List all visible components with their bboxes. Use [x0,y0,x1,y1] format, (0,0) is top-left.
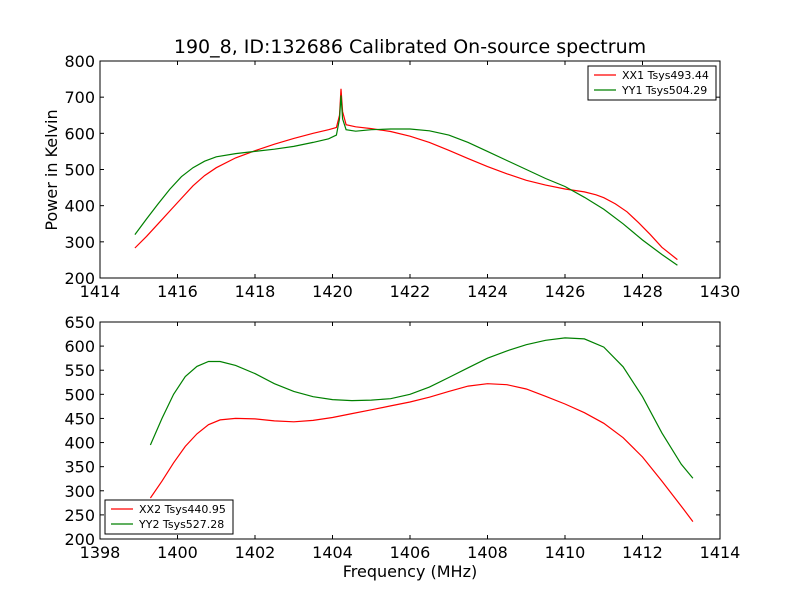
x-tick-label: 1418 [235,282,276,301]
legend-entry: XX2 Tsys440.95 [139,503,226,516]
legend-entry: YY2 Tsys527.28 [138,518,224,531]
y-tick-label: 500 [64,385,95,404]
x-tick-label: 1414 [700,543,741,562]
figure-title: 190_8, ID:132686 Calibrated On-source sp… [174,36,646,58]
y-tick-label: 450 [64,409,95,428]
legend-box [104,499,234,535]
x-tick-label: 1428 [622,282,663,301]
legend-entry: YY1 Tsys504.29 [621,84,707,97]
y-tick-label: 550 [64,361,95,380]
y-tick-label: 400 [64,434,95,453]
legend: XX1 Tsys493.44 YY1 Tsys504.29 [587,65,717,101]
legend-entry: XX1 Tsys493.44 [622,69,709,82]
x-tick-label: 1426 [545,282,586,301]
y-tick-label: 200 [64,269,95,288]
legend: XX2 Tsys440.95 YY2 Tsys527.28 [104,499,234,535]
y-tick-label: 600 [64,124,95,143]
x-tick-label: 1412 [622,543,663,562]
x-tick-label: 1400 [157,543,198,562]
y-tick-label: 400 [64,197,95,216]
y-axis-label: Power in Kelvin [42,109,61,230]
y-tick-label: 350 [64,458,95,477]
x-tick-label: 1430 [700,282,741,301]
legend-box [587,65,717,101]
y-tick-label: 650 [64,313,95,332]
series-line-2-2 [149,337,694,479]
x-tick-label: 1404 [312,543,353,562]
x-tick-label: 1402 [235,543,276,562]
plot-top: 1414 1416 1418 1420 1422 1424 1426 1428 1430 200 3… [64,52,740,301]
x-tick-label: 1410 [545,543,586,562]
y-tick-label: 600 [64,337,95,356]
x-tick-label: 1424 [467,282,508,301]
x-tick-label: 1398 [80,543,121,562]
x-tick-label: 1414 [80,282,121,301]
y-tick-label: 800 [64,52,95,71]
y-tick-label: 300 [64,233,95,252]
y-tick-label: 250 [64,506,95,525]
y-tick-label: 300 [64,482,95,501]
series-line-1-1 [134,88,678,261]
plot-bottom: 1398 1400 1402 1404 1406 1408 1410 1412 1414 200 2… [64,313,740,562]
y-tick-label: 500 [64,161,95,180]
y-tick-label: 200 [64,530,95,549]
x-tick-label: 1422 [390,282,431,301]
x-tick-label: 1420 [312,282,353,301]
y-tick-label: 700 [64,88,95,107]
x-tick-label: 1416 [157,282,198,301]
x-tick-label: 1406 [390,543,431,562]
x-axis-label: Frequency (MHz) [343,562,477,581]
series-line-1-2 [134,95,678,266]
series-line-2-1 [149,383,694,522]
x-tick-label: 1408 [467,543,508,562]
